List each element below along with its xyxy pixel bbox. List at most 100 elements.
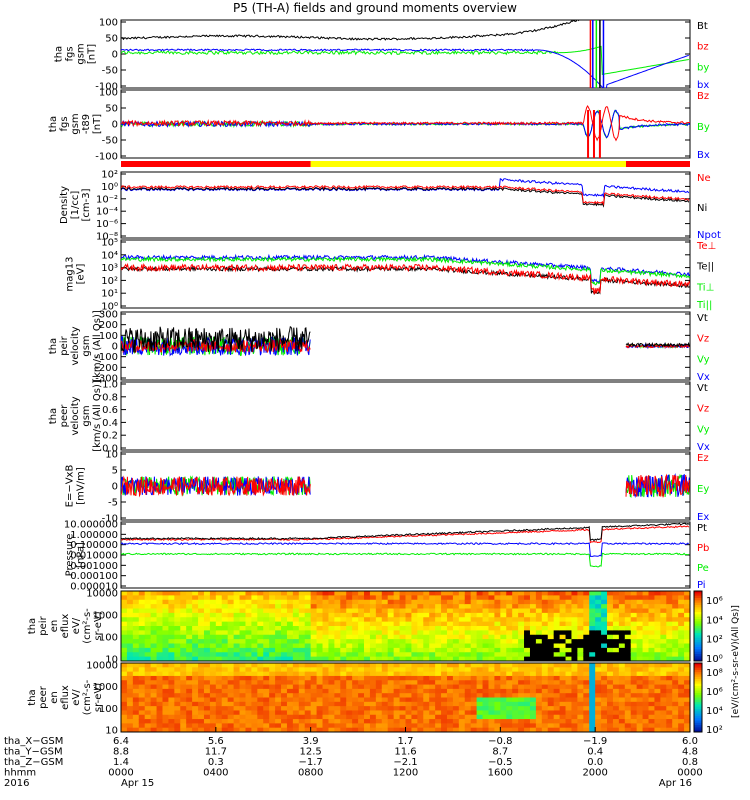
spectrogram-cell — [328, 652, 335, 658]
spectrogram-cell — [192, 621, 199, 627]
spectrogram-cell — [648, 604, 656, 610]
spectrogram-cell — [494, 701, 501, 707]
spectrogram-cell — [174, 639, 181, 645]
spectrogram-cell — [186, 652, 193, 658]
spectrogram-cell — [524, 595, 531, 601]
spectrogram-cell — [642, 595, 650, 601]
spectrogram-cell — [441, 591, 448, 596]
spectrogram-cell — [209, 608, 217, 614]
colorbar-cell — [694, 672, 702, 675]
spectrogram-cell — [435, 680, 442, 686]
spectrogram-cell — [174, 608, 181, 614]
spectrogram-cell — [612, 723, 620, 729]
y-axis-label: [km/s (All Qs)] — [92, 380, 103, 452]
spectrogram-cell — [512, 612, 519, 618]
spectrogram-cell — [565, 680, 573, 686]
spectrogram-cell — [417, 643, 424, 649]
spectrogram-cell — [358, 617, 365, 623]
x-axis-row-label: hhmm — [4, 768, 36, 779]
spectrogram-cell — [648, 643, 656, 649]
spectrogram-cell — [162, 701, 170, 707]
spectrogram-cell — [239, 719, 247, 724]
spectrogram-cell — [458, 710, 466, 716]
spectrogram-cell — [132, 727, 140, 732]
spectrogram-cell — [529, 727, 537, 732]
spectrogram-cell — [150, 706, 158, 712]
spectrogram-cell — [601, 693, 608, 699]
spectrogram-cell — [684, 727, 690, 732]
spectrogram-cell — [399, 595, 407, 601]
spectrogram-cell — [203, 647, 211, 653]
spectrogram-cell — [257, 656, 264, 661]
spectrogram-cell — [132, 706, 140, 712]
spectrogram-cell — [429, 591, 436, 596]
y-axis-label: [mV/m] — [76, 467, 87, 505]
spectrogram-cell — [346, 675, 353, 681]
spectrogram-cell — [411, 639, 418, 645]
spectrogram-cell — [393, 612, 401, 618]
spectrogram-cell — [150, 719, 158, 724]
y-axis-label: peer — [38, 685, 49, 709]
spectrogram-cell — [541, 667, 549, 673]
spectrogram-cell — [227, 663, 235, 668]
series-Te-perp — [121, 262, 690, 295]
spectrogram-cell — [446, 608, 454, 614]
spectrogram-cell — [121, 652, 128, 658]
spectrogram-cell — [500, 667, 507, 673]
spectrogram-cell — [275, 643, 282, 649]
y-axis-label: peir — [59, 335, 70, 355]
spectrogram-cell — [636, 643, 644, 649]
spectrogram-cell — [180, 680, 187, 686]
spectrogram-cell — [672, 710, 679, 716]
spectrogram-cell — [672, 608, 679, 614]
spectrogram-cell — [565, 639, 573, 645]
spectrogram-cell — [352, 714, 359, 720]
spectrogram-cell — [298, 634, 306, 640]
spectrogram-cell — [612, 656, 620, 661]
spectrogram-cell — [381, 667, 389, 673]
spectrogram-cell — [281, 723, 288, 729]
spectrogram-cell — [642, 693, 650, 699]
spectrogram-cell — [286, 727, 294, 732]
spectrogram-cell — [263, 727, 270, 732]
spectrogram-cell — [269, 591, 276, 596]
spectrogram-cell — [648, 630, 656, 636]
spectrogram-cell — [150, 663, 158, 668]
spectrogram-cell — [168, 688, 175, 694]
spectrogram-cell — [346, 621, 353, 627]
spectrogram-cell — [352, 684, 359, 690]
spectrogram-cell — [624, 630, 632, 636]
spectrogram-cell — [346, 591, 353, 596]
spectrogram-cell — [512, 701, 519, 707]
spectrogram-cell — [547, 626, 555, 631]
y-tick-label: 10⁻⁴ — [96, 207, 118, 218]
x-tick-label: 0800 — [298, 768, 323, 779]
spectrogram-cell — [334, 604, 341, 610]
spectrogram-cell — [209, 591, 217, 596]
spectrogram-cell — [595, 599, 602, 605]
spectrogram-cell — [452, 630, 460, 636]
spectrogram-cell — [630, 656, 638, 661]
spectrogram-cell — [648, 727, 656, 732]
spectrogram-cell — [275, 714, 282, 720]
spectrogram-cell — [654, 667, 661, 673]
spectrogram-cell — [458, 643, 466, 649]
spectrogram-cell — [121, 663, 128, 668]
spectrogram-cell — [618, 599, 626, 605]
spectrogram-cell — [589, 612, 596, 618]
spectrogram-cell — [553, 693, 561, 699]
spectrogram-cell — [144, 621, 152, 627]
colorbar-cell — [694, 699, 702, 703]
spectrogram-cell — [618, 710, 626, 716]
spectrogram-cell — [642, 591, 650, 596]
spectrogram-cell — [168, 599, 175, 605]
spectrogram-cell — [529, 599, 537, 605]
spectrogram-cell — [316, 723, 324, 729]
spectrogram-cell — [162, 647, 170, 653]
spectrogram-cell — [334, 591, 341, 596]
spectrogram-cell — [263, 639, 270, 645]
spectrogram-cell — [138, 639, 146, 645]
spectrogram-cell — [138, 630, 146, 636]
spectrogram-cell — [660, 630, 667, 636]
spectrogram-cell — [257, 621, 264, 627]
